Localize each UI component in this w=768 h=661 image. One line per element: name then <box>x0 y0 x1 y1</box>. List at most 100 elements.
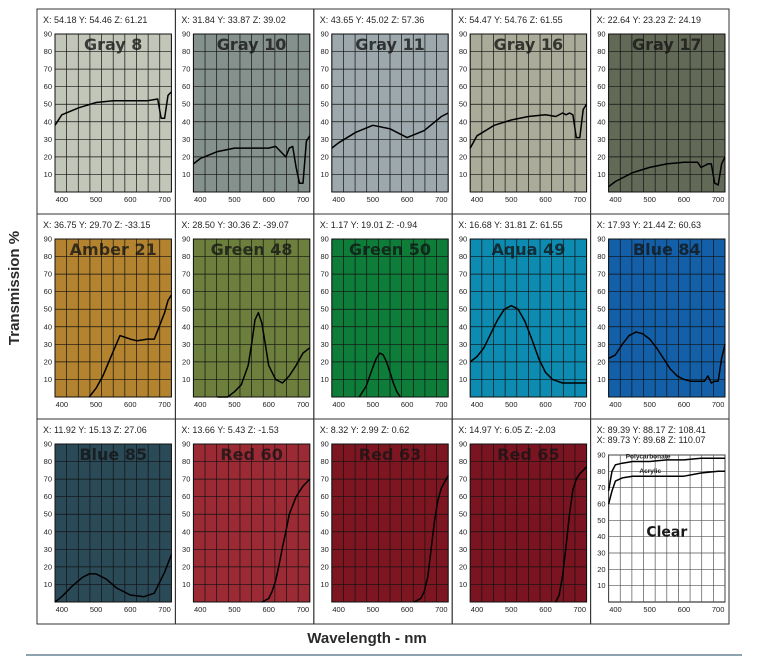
y-tick-label: 70 <box>182 65 190 74</box>
gel-name: Green 48 <box>211 240 293 259</box>
y-tick-label: 30 <box>182 340 190 349</box>
y-tick-label: 60 <box>459 82 467 91</box>
x-tick-label: 600 <box>539 400 552 409</box>
y-tick-label: 10 <box>182 375 190 384</box>
panel-gray-10: X: 31.84 Y: 33.87 Z: 39.02 10 20 30 40 50 60 70… <box>174 8 315 215</box>
series-line-polycarbonate <box>607 457 725 492</box>
x-tick-label: 700 <box>158 605 171 614</box>
y-tick-label: 80 <box>44 457 52 466</box>
x-tick-label: 700 <box>573 400 586 409</box>
y-tick-label: 20 <box>459 562 467 571</box>
panel-xyz-header-2: X: 89.73 Y: 89.68 Z: 110.07 <box>597 435 706 445</box>
panel-xyz-header: X: 36.75 Y: 29.70 Z: -33.15 <box>43 220 150 230</box>
y-tick-label: 20 <box>320 152 328 161</box>
y-tick-label: 80 <box>320 457 328 466</box>
y-tick-label: 90 <box>597 451 605 460</box>
panel-red-60: X: 13.66 Y: 5.43 Z: -1.53 10 20 30 40 50 60 70 8… <box>174 418 315 625</box>
y-tick-label: 70 <box>597 270 605 279</box>
y-tick-label: 10 <box>182 170 190 179</box>
x-tick-label: 500 <box>367 195 380 204</box>
x-tick-label: 500 <box>228 400 241 409</box>
y-tick-label: 70 <box>44 65 52 74</box>
panel-xyz-header: X: 31.84 Y: 33.87 Z: 39.02 <box>181 15 285 25</box>
y-tick-label: 60 <box>597 82 605 91</box>
transmission-curve <box>331 112 449 149</box>
transmission-curve <box>54 554 173 603</box>
y-tick-label: 20 <box>44 562 52 571</box>
transmission-curve <box>469 304 587 384</box>
y-tick-label: 40 <box>320 322 328 331</box>
transmission-curve <box>555 466 588 603</box>
y-tick-label: 40 <box>44 322 52 331</box>
y-tick-label: 10 <box>44 170 52 179</box>
panel-blue-84: X: 17.93 Y: 21.44 Z: 60.63 10 20 30 40 50 60 70… <box>590 213 730 420</box>
panel-blue-85: X: 11.92 Y: 15.13 Z: 27.06 10 20 30 40 50 60 70… <box>36 418 176 625</box>
y-tick-label: 50 <box>597 516 605 525</box>
x-tick-label: 400 <box>56 605 69 614</box>
y-tick-label: 20 <box>320 562 328 571</box>
y-tick-label: 70 <box>597 65 605 74</box>
panel-xyz-header: X: 28.50 Y: 30.36 Z: -39.07 <box>181 220 288 230</box>
y-tick-label: 80 <box>459 47 467 56</box>
x-tick-label: 600 <box>124 605 137 614</box>
panel-gray-16: X: 54.47 Y: 54.76 Z: 61.55 10 20 30 40 50 60 70… <box>451 8 592 215</box>
panel-gray-8: X: 54.18 Y: 54.46 Z: 61.21 10 20 30 40 50 60 70… <box>36 8 176 215</box>
x-tick-label: 500 <box>505 400 518 409</box>
x-tick-label: 700 <box>573 195 586 204</box>
y-tick-label: 70 <box>459 65 467 74</box>
x-tick-label: 400 <box>194 400 207 409</box>
y-tick-label: 20 <box>459 357 467 366</box>
transmission-curve <box>54 91 172 126</box>
x-tick-label: 400 <box>609 195 622 204</box>
y-tick-label: 50 <box>320 305 328 314</box>
panel-xyz-header: X: 43.65 Y: 45.02 Z: 57.36 <box>320 15 424 25</box>
x-tick-label: 500 <box>90 605 103 614</box>
x-tick-label: 600 <box>124 195 137 204</box>
y-tick-label: 40 <box>459 117 467 126</box>
y-tick-label: 40 <box>182 322 190 331</box>
x-tick-label: 700 <box>712 605 725 614</box>
x-tick-label: 500 <box>505 195 518 204</box>
panel-green-48: X: 28.50 Y: 30.36 Z: -39.07 10 20 30 40 50 60 7… <box>174 213 315 420</box>
y-tick-label: 70 <box>320 65 328 74</box>
y-tick-label: 50 <box>44 510 52 519</box>
y-tick-label: 90 <box>320 440 328 449</box>
x-tick-label: 500 <box>505 605 518 614</box>
y-tick-label: 80 <box>182 252 190 261</box>
y-tick-label: 90 <box>44 440 52 449</box>
x-tick-label: 600 <box>539 605 552 614</box>
y-tick-label: 20 <box>597 357 605 366</box>
y-tick-label: 10 <box>44 375 52 384</box>
panel-xyz-header: X: 8.32 Y: 2.99 Z: 0.62 <box>320 425 409 435</box>
y-tick-label: 30 <box>459 545 467 554</box>
x-tick-label: 400 <box>471 195 484 204</box>
transmission-curve <box>608 156 726 188</box>
panel-xyz-header: X: 22.64 Y: 23.23 Z: 24.19 <box>597 15 701 25</box>
y-tick-label: 50 <box>182 100 190 109</box>
y-tick-label: 30 <box>182 545 190 554</box>
y-tick-label: 50 <box>597 305 605 314</box>
x-tick-label: 600 <box>401 195 414 204</box>
panel-xyz-header: X: 54.47 Y: 54.76 Z: 61.55 <box>458 15 562 25</box>
y-tick-label: 40 <box>597 532 605 541</box>
y-tick-label: 10 <box>320 170 328 179</box>
y-tick-label: 10 <box>597 375 605 384</box>
y-tick-label: 60 <box>320 82 328 91</box>
y-tick-label: 80 <box>459 457 467 466</box>
x-tick-label: 500 <box>367 605 380 614</box>
panel-green-50: X: 1.17 Y: 19.01 Z: -0.94 10 20 30 40 50 60 70 8… <box>313 213 453 420</box>
y-tick-label: 20 <box>44 357 52 366</box>
y-tick-label: 80 <box>597 252 605 261</box>
y-tick-label: 80 <box>597 47 605 56</box>
y-tick-label: 80 <box>320 47 328 56</box>
x-tick-label: 500 <box>90 400 103 409</box>
y-tick-label: 50 <box>459 305 467 314</box>
y-tick-label: 70 <box>320 270 328 279</box>
y-tick-label: 70 <box>597 483 605 492</box>
x-tick-label: 600 <box>401 400 414 409</box>
panel-grid: X: 54.18 Y: 54.46 Z: 61.21 10 20 30 40 50 60 70… <box>36 8 730 625</box>
x-tick-label: 700 <box>712 400 725 409</box>
y-tick-label: 30 <box>44 545 52 554</box>
y-tick-label: 10 <box>320 580 328 589</box>
gel-name: Aqua 49 <box>491 240 565 259</box>
